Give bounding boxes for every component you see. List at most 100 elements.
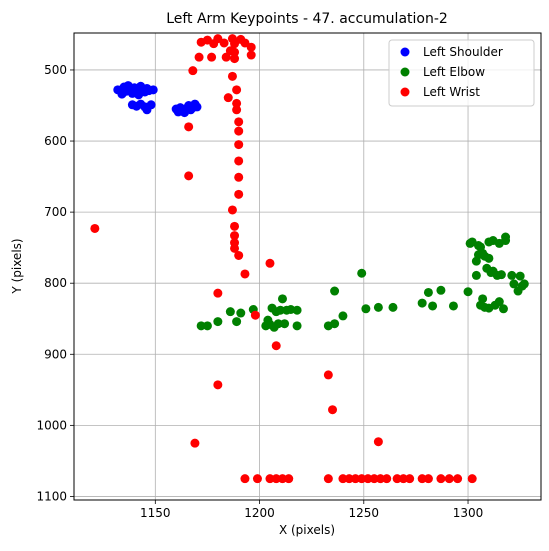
data-point [232,317,241,326]
data-point [449,301,458,310]
data-point [203,321,212,330]
x-tick-label: 1250 [349,506,380,520]
data-point [293,306,302,315]
data-point [324,370,333,379]
y-tick-label: 900 [44,347,67,361]
data-point [501,236,510,245]
data-point [224,93,233,102]
data-point [278,294,287,303]
data-point [147,100,156,109]
data-point [338,311,347,320]
data-point [293,321,302,330]
data-point [230,54,239,63]
data-point [228,205,237,214]
x-tick-label: 1200 [244,506,275,520]
data-point [265,259,274,268]
data-point [374,303,383,312]
data-point [226,307,235,316]
legend-label: Left Elbow [423,65,485,79]
data-point [330,287,339,296]
legend-label: Left Wrist [423,85,480,99]
data-point [405,474,414,483]
data-point [253,474,262,483]
data-point [280,319,289,328]
data-point [234,127,243,136]
x-axis-label: X (pixels) [279,523,335,537]
data-point [478,294,487,303]
data-point [251,311,260,320]
data-point [193,102,202,111]
legend-marker [401,48,410,57]
data-point [240,474,249,483]
data-point [234,156,243,165]
data-point [424,474,433,483]
legend-label: Left Shoulder [423,45,503,59]
data-point [207,53,216,62]
data-point [374,437,383,446]
data-point [90,224,99,233]
chart-title: Left Arm Keypoints - 47. accumulation-2 [166,11,448,27]
data-point [516,272,525,281]
data-point [330,319,339,328]
data-point [149,85,158,94]
y-tick-label: 800 [44,276,67,290]
legend-marker [401,88,410,97]
y-tick-label: 1100 [36,489,67,503]
x-tick-label: 1300 [453,506,484,520]
data-point [357,269,366,278]
data-point [240,269,249,278]
data-point [324,474,333,483]
data-point [382,474,391,483]
data-point [234,117,243,126]
data-point [234,190,243,199]
data-point [195,53,204,62]
data-point [497,270,506,279]
legend: Left Shoulder Left Elbow Left Wrist [389,40,534,106]
data-point [428,301,437,310]
data-point [220,38,229,47]
data-point [507,271,516,280]
data-point [213,289,222,298]
data-point [453,474,462,483]
data-point [418,299,427,308]
data-point [230,222,239,231]
data-point [184,171,193,180]
data-point [234,251,243,260]
data-point [520,279,529,288]
data-point [464,287,473,296]
y-tick-label: 700 [44,205,67,219]
data-point [468,474,477,483]
data-point [284,474,293,483]
data-point [247,51,256,60]
data-point [388,303,397,312]
data-point [472,271,481,280]
data-point [213,380,222,389]
data-point [184,122,193,131]
data-point [499,304,508,313]
data-point [213,317,222,326]
data-point [190,439,199,448]
x-tick-label: 1150 [140,506,171,520]
y-axis-label: Y (pixels) [10,238,24,294]
data-point [232,85,241,94]
data-point [236,309,245,318]
data-point [484,254,493,263]
y-tick-label: 600 [44,134,67,148]
data-point [436,286,445,295]
data-point [272,341,281,350]
data-point [232,105,241,114]
data-point [228,72,237,81]
legend-marker [401,68,410,77]
data-point [328,405,337,414]
data-point [436,474,445,483]
y-tick-label: 1000 [36,418,67,432]
data-point [361,304,370,313]
data-point [247,43,256,52]
y-tick-label: 500 [44,63,67,77]
data-point [424,288,433,297]
data-point [188,66,197,75]
data-point [234,140,243,149]
data-point [445,474,454,483]
